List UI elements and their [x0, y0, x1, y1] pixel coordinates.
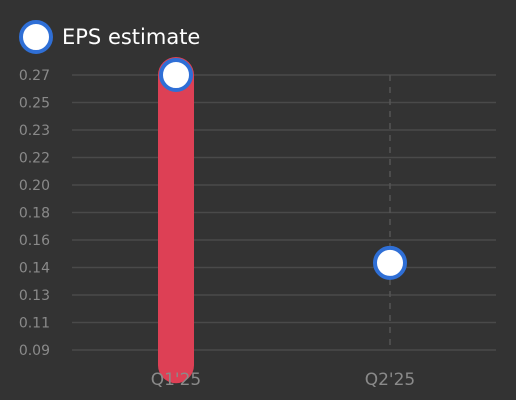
- y-tick-label: 0.13: [19, 288, 50, 304]
- y-tick-label: 0.20: [19, 178, 50, 194]
- x-tick-label: Q1'25: [151, 370, 202, 390]
- legend-marker: [19, 20, 53, 54]
- y-axis-ticks: 0.27 0.25 0.23 0.22 0.20 0.18 0.16 0.14 0.13 0.11…: [19, 68, 50, 359]
- y-tick-label: 0.25: [19, 96, 50, 112]
- y-tick-label: 0.27: [19, 68, 50, 84]
- y-tick-label: 0.11: [19, 316, 50, 332]
- y-tick-label: 0.16: [19, 233, 50, 249]
- y-tick-label: 0.18: [19, 206, 50, 222]
- data-point[interactable]: [373, 245, 407, 280]
- y-tick-label: 0.23: [19, 123, 50, 139]
- legend-label: EPS estimate: [62, 25, 200, 49]
- legend[interactable]: EPS estimate: [19, 20, 200, 54]
- y-tick-label: 0.14: [19, 261, 50, 277]
- y-tick-label: 0.09: [19, 343, 50, 359]
- x-tick-label: Q2'25: [365, 370, 416, 390]
- y-tick-label: 0.22: [19, 151, 50, 167]
- x-axis-ticks: Q1'25 Q2'25: [151, 370, 416, 390]
- data-points: [159, 58, 407, 280]
- data-point[interactable]: [159, 58, 193, 92]
- grid: [72, 74, 496, 351]
